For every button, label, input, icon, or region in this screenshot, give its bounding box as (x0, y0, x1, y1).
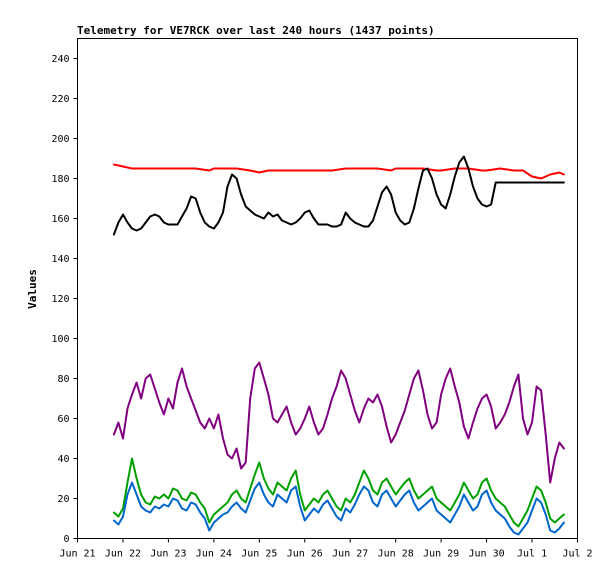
y-axis: 0 20 40 60 80 100 120 140 160 180 200 220 240 (51, 54, 78, 545)
y-tick-label: 60 (57, 414, 69, 425)
y-tick-label: 120 (51, 294, 69, 305)
y-axis-label: Values (26, 269, 39, 309)
y-tick-label: 20 (57, 494, 69, 505)
y-tick-label: 140 (51, 254, 69, 265)
series-line-4 (112, 457, 565, 528)
x-tick-label: Jul 2 (562, 549, 592, 560)
x-tick-label: Jun 22 (105, 549, 141, 560)
x-tick-label: Jul 1 (517, 549, 547, 560)
x-tick-label: Jun 25 (241, 549, 277, 560)
x-tick-label: Jun 30 (469, 549, 505, 560)
y-tick-label: 180 (51, 174, 69, 185)
x-axis: Jun 21 Jun 22 Jun 23 Jun 24 Jun 25 Jun 26 Jun … (59, 538, 593, 560)
series-line-2 (112, 155, 565, 236)
y-tick-label: 100 (51, 334, 69, 345)
x-tick-label: Jun 23 (150, 549, 186, 560)
series-line-3 (112, 361, 565, 484)
x-tick-label: Jun 24 (196, 549, 232, 560)
y-tick-label: 160 (51, 214, 69, 225)
series-line-1 (112, 163, 565, 180)
y-tick-label: 40 (57, 454, 69, 465)
x-tick-label: Jun 29 (423, 549, 459, 560)
y-tick-label: 0 (63, 534, 69, 545)
y-tick-label: 220 (51, 94, 69, 105)
y-tick-label: 80 (57, 374, 69, 385)
series-group (112, 155, 565, 536)
chart-title: Telemetry for VE7RCK over last 240 hours… (77, 24, 435, 37)
x-tick-label: Jun 28 (378, 549, 414, 560)
y-tick-label: 240 (51, 54, 69, 65)
x-tick-label: Jun 21 (59, 549, 95, 560)
x-tick-label: Jun 27 (332, 549, 368, 560)
y-tick-label: 200 (51, 134, 69, 145)
plot-frame (77, 38, 578, 539)
series-line-5 (112, 481, 565, 536)
x-tick-label: Jun 26 (287, 549, 323, 560)
